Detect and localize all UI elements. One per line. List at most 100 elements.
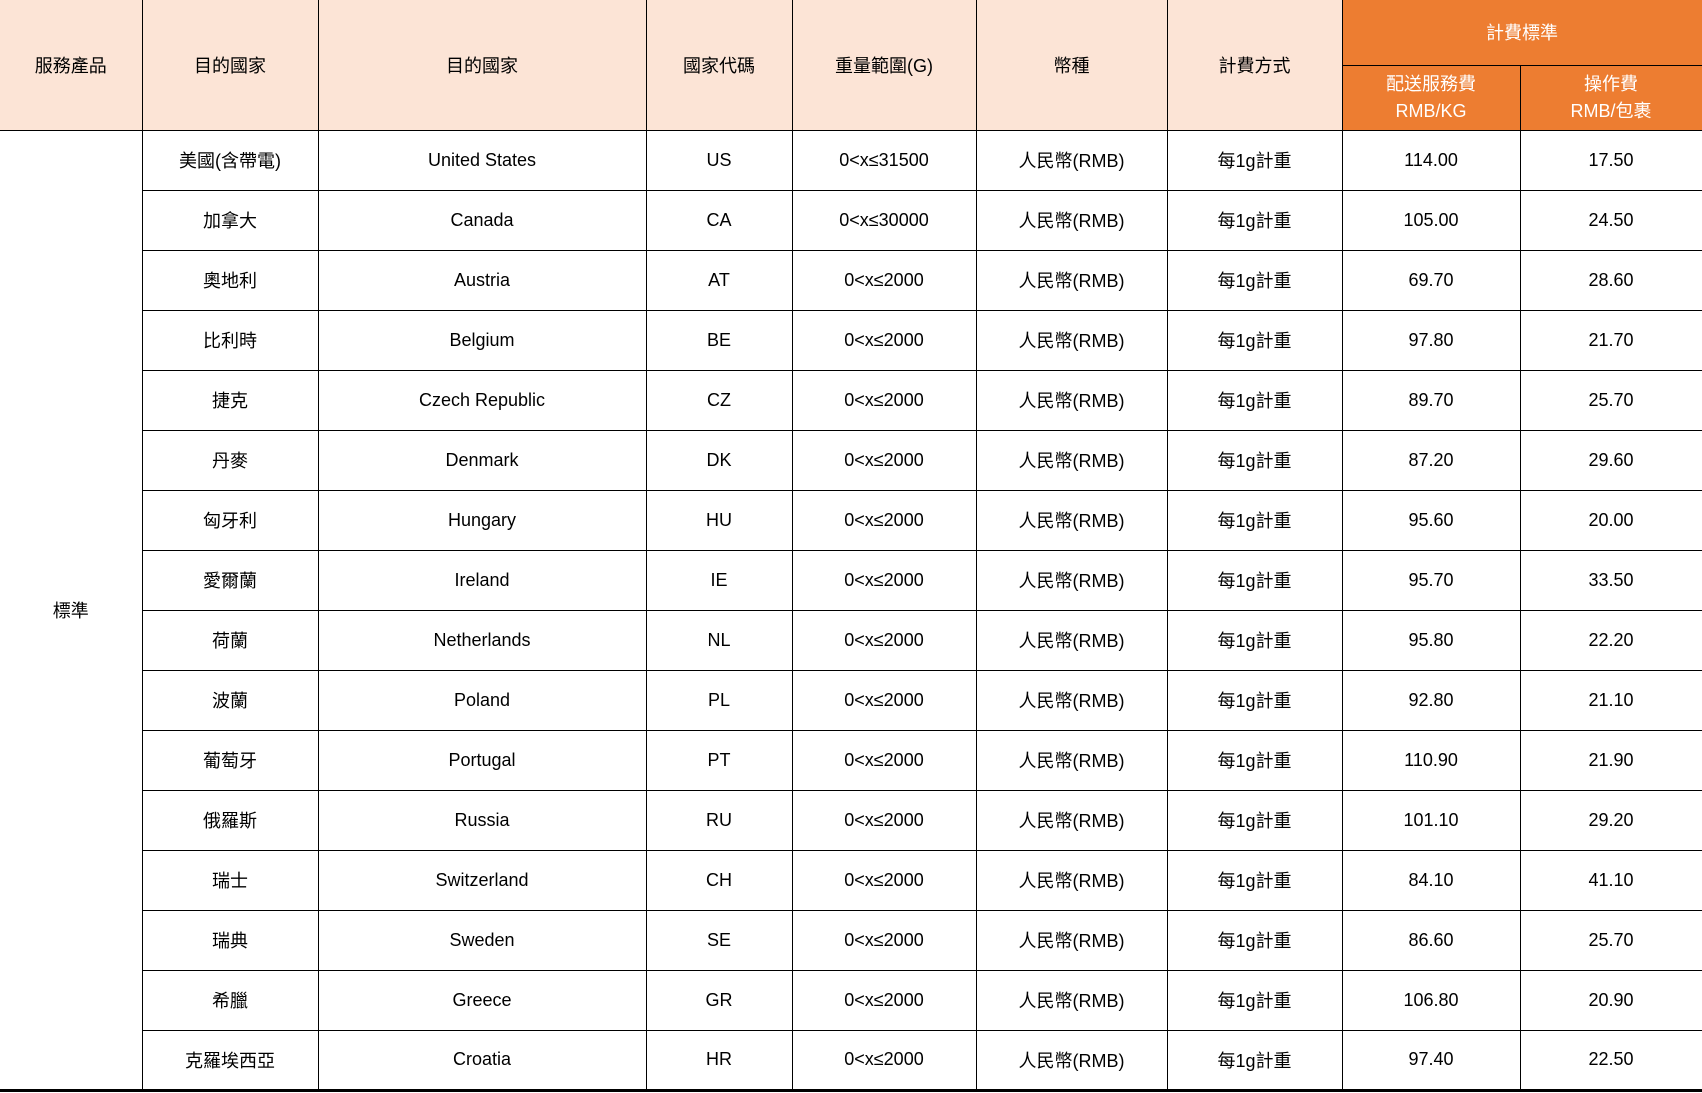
cell-delivery-fee: 95.80	[1341, 609, 1521, 671]
cell-handling-fee: 17.50	[1519, 129, 1702, 191]
cell-delivery-fee: 95.60	[1341, 489, 1521, 551]
header-service-product: 服務產品	[0, 0, 143, 131]
cell-delivery-fee: 114.00	[1341, 129, 1521, 191]
cell-country-en: Sweden	[317, 909, 647, 971]
cell-country-code: SE	[645, 909, 793, 971]
cell-handling-fee: 21.70	[1519, 309, 1702, 371]
cell-country-en: Poland	[317, 669, 647, 731]
cell-billing-method: 每1g計重	[1166, 129, 1343, 191]
cell-delivery-fee: 105.00	[1341, 189, 1521, 251]
cell-country-en: Ireland	[317, 549, 647, 611]
table-row: 瑞典 Sweden SE 0<x≤2000 人民幣(RMB) 每1g計重 86.…	[0, 909, 1702, 971]
cell-country-en: Hungary	[317, 489, 647, 551]
cell-currency: 人民幣(RMB)	[975, 489, 1168, 551]
cell-country-en: Denmark	[317, 429, 647, 491]
cell-billing-method: 每1g計重	[1166, 189, 1343, 251]
header-country-code: 國家代碼	[645, 0, 793, 131]
cell-billing-method: 每1g計重	[1166, 489, 1343, 551]
cell-country-cn: 匈牙利	[141, 489, 319, 551]
cell-currency: 人民幣(RMB)	[975, 729, 1168, 791]
cell-billing-method: 每1g計重	[1166, 549, 1343, 611]
cell-weight-range: 0<x≤31500	[791, 129, 977, 191]
cell-delivery-fee: 110.90	[1341, 729, 1521, 791]
table-row: 標準 美國(含帶電) United States US 0<x≤31500 人民…	[0, 129, 1702, 1092]
cell-weight-range: 0<x≤2000	[791, 369, 977, 431]
cell-weight-range: 0<x≤2000	[791, 429, 977, 491]
cell-country-code: HR	[645, 1029, 793, 1092]
cell-currency: 人民幣(RMB)	[975, 609, 1168, 671]
table-row: 俄羅斯 Russia RU 0<x≤2000 人民幣(RMB) 每1g計重 10…	[0, 789, 1702, 851]
cell-currency: 人民幣(RMB)	[975, 369, 1168, 431]
cell-country-cn: 捷克	[141, 369, 319, 431]
cell-country-cn: 希臘	[141, 969, 319, 1031]
cell-country-code: PL	[645, 669, 793, 731]
cell-handling-fee: 33.50	[1519, 549, 1702, 611]
header-delivery-fee-unit: RMB/KG	[1395, 100, 1467, 121]
cell-country-en: Russia	[317, 789, 647, 851]
cell-handling-fee: 28.60	[1519, 249, 1702, 311]
cell-country-en: United States	[317, 129, 647, 191]
cell-country-cn: 奧地利	[141, 249, 319, 311]
cell-country-en: Netherlands	[317, 609, 647, 671]
cell-weight-range: 0<x≤2000	[791, 309, 977, 371]
cell-billing-method: 每1g計重	[1166, 729, 1343, 791]
cell-country-code: IE	[645, 549, 793, 611]
cell-weight-range: 0<x≤2000	[791, 789, 977, 851]
cell-weight-range: 0<x≤30000	[791, 189, 977, 251]
header-handling-fee-name: 操作費	[1584, 74, 1638, 95]
cell-handling-fee: 41.10	[1519, 849, 1702, 911]
cell-currency: 人民幣(RMB)	[975, 849, 1168, 911]
cell-handling-fee: 29.60	[1519, 429, 1702, 491]
cell-service-product: 標準	[0, 129, 143, 1092]
cell-country-code: BE	[645, 309, 793, 371]
cell-country-code: PT	[645, 729, 793, 791]
cell-delivery-fee: 89.70	[1341, 369, 1521, 431]
cell-handling-fee: 21.90	[1519, 729, 1702, 791]
cell-country-code: GR	[645, 969, 793, 1031]
cell-country-code: CA	[645, 189, 793, 251]
cell-country-en: Canada	[317, 189, 647, 251]
cell-country-en: Austria	[317, 249, 647, 311]
table-row: 丹麥 Denmark DK 0<x≤2000 人民幣(RMB) 每1g計重 87…	[0, 429, 1702, 491]
cell-country-code: US	[645, 129, 793, 191]
cell-country-cn: 瑞士	[141, 849, 319, 911]
table-row: 匈牙利 Hungary HU 0<x≤2000 人民幣(RMB) 每1g計重 9…	[0, 489, 1702, 551]
header-billing-method: 計費方式	[1166, 0, 1343, 131]
cell-delivery-fee: 97.80	[1341, 309, 1521, 371]
cell-handling-fee: 20.90	[1519, 969, 1702, 1031]
cell-weight-range: 0<x≤2000	[791, 549, 977, 611]
cell-currency: 人民幣(RMB)	[975, 1029, 1168, 1092]
cell-country-code: RU	[645, 789, 793, 851]
cell-weight-range: 0<x≤2000	[791, 1029, 977, 1092]
cell-currency: 人民幣(RMB)	[975, 189, 1168, 251]
cell-country-en: Portugal	[317, 729, 647, 791]
cell-currency: 人民幣(RMB)	[975, 309, 1168, 371]
cell-delivery-fee: 97.40	[1341, 1029, 1521, 1092]
cell-delivery-fee: 84.10	[1341, 849, 1521, 911]
table-row: 捷克 Czech Republic CZ 0<x≤2000 人民幣(RMB) 每…	[0, 369, 1702, 431]
cell-country-cn: 波蘭	[141, 669, 319, 731]
cell-country-cn: 愛爾蘭	[141, 549, 319, 611]
cell-country-en: Greece	[317, 969, 647, 1031]
cell-billing-method: 每1g計重	[1166, 969, 1343, 1031]
table-row: 波蘭 Poland PL 0<x≤2000 人民幣(RMB) 每1g計重 92.…	[0, 669, 1702, 731]
cell-delivery-fee: 87.20	[1341, 429, 1521, 491]
cell-weight-range: 0<x≤2000	[791, 909, 977, 971]
table-row: 愛爾蘭 Ireland IE 0<x≤2000 人民幣(RMB) 每1g計重 9…	[0, 549, 1702, 611]
cell-billing-method: 每1g計重	[1166, 429, 1343, 491]
header-currency: 幣種	[975, 0, 1168, 131]
cell-country-cn: 荷蘭	[141, 609, 319, 671]
cell-weight-range: 0<x≤2000	[791, 849, 977, 911]
cell-country-code: AT	[645, 249, 793, 311]
cell-handling-fee: 25.70	[1519, 369, 1702, 431]
cell-currency: 人民幣(RMB)	[975, 669, 1168, 731]
cell-country-code: CZ	[645, 369, 793, 431]
rates-table-body: 標準 美國(含帶電) United States US 0<x≤31500 人民…	[0, 129, 1702, 1092]
cell-currency: 人民幣(RMB)	[975, 969, 1168, 1031]
cell-delivery-fee: 101.10	[1341, 789, 1521, 851]
cell-billing-method: 每1g計重	[1166, 309, 1343, 371]
cell-weight-range: 0<x≤2000	[791, 609, 977, 671]
cell-weight-range: 0<x≤2000	[791, 729, 977, 791]
cell-delivery-fee: 92.80	[1341, 669, 1521, 731]
